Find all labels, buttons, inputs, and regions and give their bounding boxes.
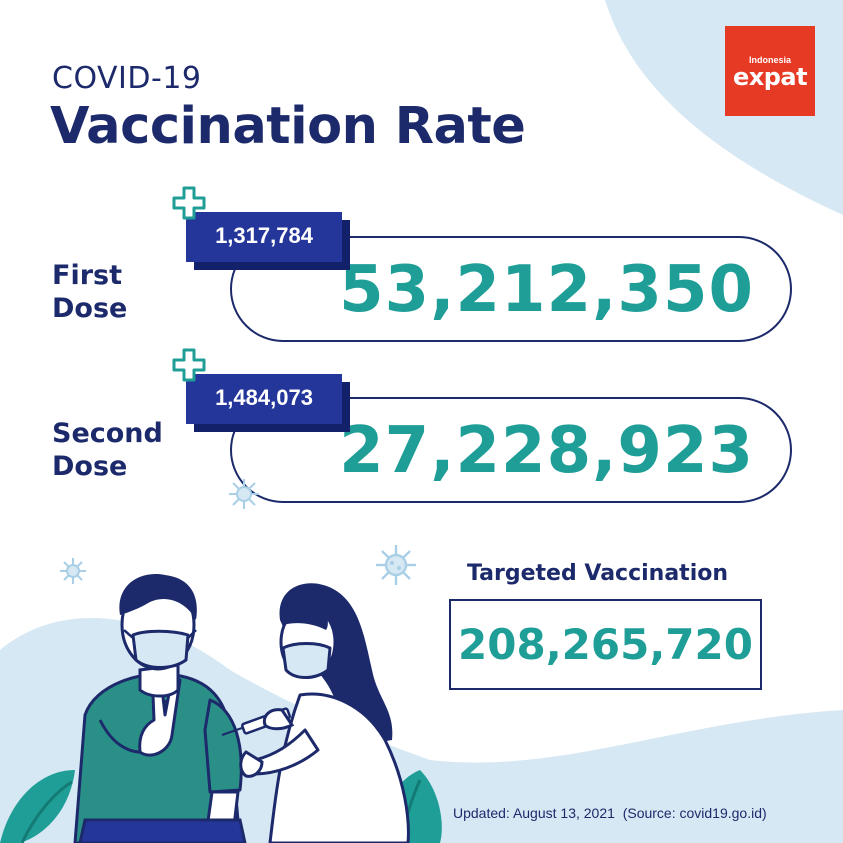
logo-small-text: Indonesia [748,55,791,65]
first-dose-total: 53,212,350 [339,253,754,327]
page-title: Vaccination Rate [50,97,526,156]
targeted-vaccination-label: Targeted Vaccination [467,561,729,586]
logo-big-text: expat [732,63,808,91]
second-dose-total: 27,228,923 [339,414,754,488]
targeted-vaccination-value: 208,265,720 [458,620,753,669]
targeted-vaccination-box: 208,265,720 [449,599,762,690]
second-dose-increase: 1,484,073 [215,385,313,410]
first-dose-total-pill: 53,212,350 [230,236,792,342]
plus-icon [172,186,206,220]
virus-icon [60,558,86,584]
virus-icon [229,479,259,509]
first-dose-label-line1: First [52,260,122,291]
second-dose-label: Second Dose [52,417,163,483]
second-dose-label-line2: Dose [52,451,128,482]
indonesia-expat-logo: Indonesia expat [725,26,815,116]
plus-icon [172,348,206,382]
first-dose-increase: 1,317,784 [215,223,313,248]
page-subtitle: COVID-19 [52,61,202,96]
updated-source-note: Updated: August 13, 2021 (Source: covid1… [453,805,767,821]
second-dose-label-line1: Second [52,418,163,449]
vaccination-illustration [0,574,442,843]
first-dose-increase-tag: 1,317,784 [172,186,350,270]
second-dose-increase-tag: 1,484,073 [172,348,350,432]
first-dose-label: First Dose [52,259,127,325]
virus-icon [376,545,416,585]
first-dose-label-line2: Dose [52,293,128,324]
